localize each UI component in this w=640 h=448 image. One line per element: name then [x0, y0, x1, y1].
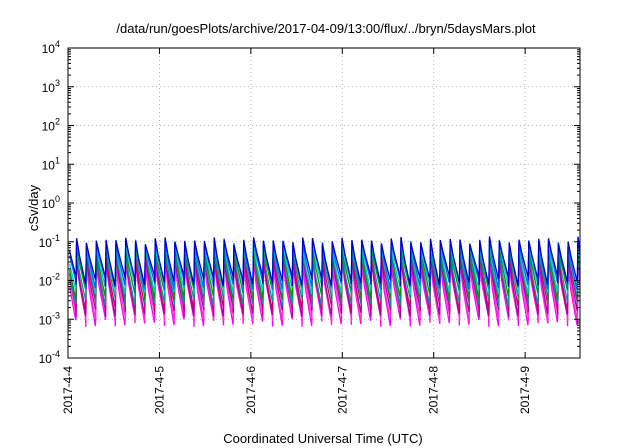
y-tick-label: 103 — [42, 78, 60, 95]
y-tick-label: 100 — [42, 194, 60, 211]
series-layer — [68, 236, 581, 328]
x-tick-label: 2017-4-8 — [427, 366, 441, 414]
chart-title: /data/run/goesPlots/archive/2017-04-09/1… — [116, 21, 536, 36]
y-tick-label: 10-3 — [39, 310, 60, 327]
y-tick-label: 10-4 — [39, 349, 60, 366]
x-tick-label: 2017-4-6 — [244, 366, 258, 414]
y-tick-label: 101 — [42, 155, 60, 172]
plot-frame — [67, 47, 581, 359]
x-tick-label: 2017-4-9 — [518, 366, 532, 414]
y-tick-label: 10-2 — [39, 272, 60, 289]
x-tick-label: 2017-4-4 — [61, 366, 75, 414]
x-tick-label: 2017-4-5 — [152, 366, 166, 414]
x-tick-label: 2017-4-7 — [335, 366, 349, 414]
y-axis-label: cSv/day — [26, 184, 41, 231]
series-line — [68, 236, 581, 287]
ticks: 10-4 10-3 10-2 10-1 100 101 102 103 104 2017-4-4 2… — [39, 39, 580, 414]
x-axis-label: Coordinated Universal Time (UTC) — [223, 431, 422, 446]
y-tick-label: 104 — [42, 39, 60, 56]
y-tick-label: 10-1 — [39, 233, 60, 250]
y-tick-label: 102 — [42, 117, 60, 134]
